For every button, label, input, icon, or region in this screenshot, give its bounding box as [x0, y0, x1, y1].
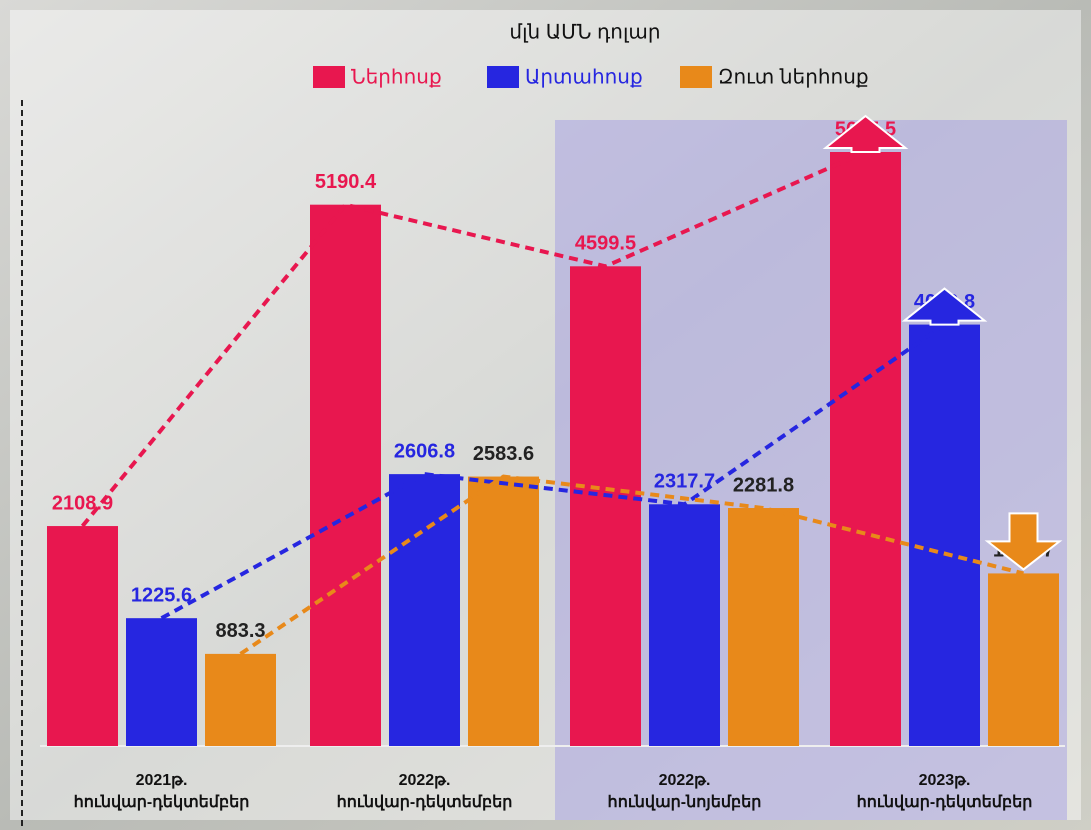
x-tick-label: հունվար-դեկտեմբեր: [337, 794, 513, 811]
bar: [988, 573, 1059, 746]
data-label: 2583.6: [473, 443, 534, 465]
data-label: 4599.5: [575, 233, 636, 255]
x-tick-label: 2022թ.: [399, 772, 451, 789]
bar: [468, 477, 539, 746]
data-label: 1225.6: [131, 584, 192, 606]
bar: [389, 474, 460, 746]
bar: [205, 654, 276, 746]
x-tick-label: 2023թ.: [919, 772, 971, 789]
x-tick-label: 2021թ.: [136, 772, 188, 789]
bar: [728, 508, 799, 746]
x-tick-label: հունվար-դեկտեմբեր: [74, 794, 250, 811]
legend-swatch: [487, 66, 519, 88]
legend-label: Զուտ ներհոսք: [718, 66, 869, 88]
bar: [909, 325, 980, 746]
x-tick-label: հունվար-նոյեմբեր: [608, 794, 762, 811]
legend-swatch: [680, 66, 712, 88]
bar: [570, 266, 641, 746]
bar: [126, 618, 197, 746]
legend-label: Արտահոսք: [525, 66, 643, 88]
data-label: 2281.8: [733, 474, 794, 496]
data-label: 5190.4: [315, 171, 377, 193]
chart-title: մլն ԱՄՆ դոլար: [509, 21, 660, 43]
x-tick-label: հունվար-դեկտեմբեր: [857, 794, 1033, 811]
x-tick-label: 2022թ.: [659, 772, 711, 789]
legend-swatch: [313, 66, 345, 88]
bar: [47, 526, 118, 746]
bar: [310, 205, 381, 746]
legend-label: Ներհոսք: [351, 66, 442, 88]
data-label: 883.3: [215, 620, 265, 642]
data-label: 2108.9: [52, 492, 113, 514]
bar: [830, 152, 901, 746]
bar: [649, 504, 720, 746]
chart: մլն ԱՄՆ դոլար Ներհոսք Արտահոսք Զուտ ներհոս…: [0, 0, 1091, 830]
data-label: 2606.8: [394, 440, 455, 462]
